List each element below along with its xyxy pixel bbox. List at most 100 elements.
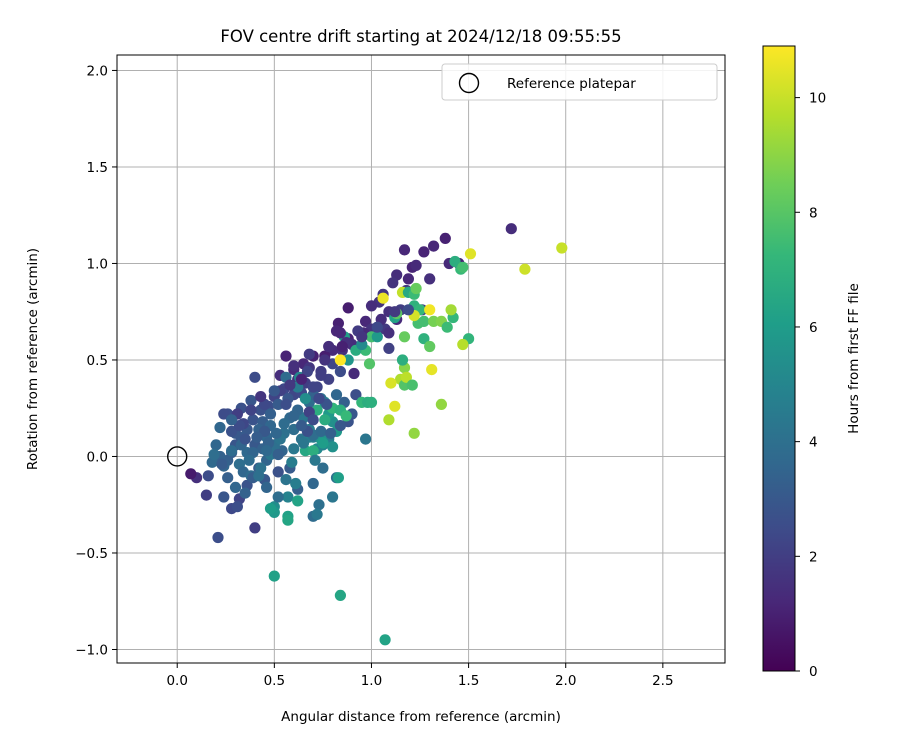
- data-point: [307, 445, 319, 457]
- data-point: [251, 431, 263, 443]
- data-point: [210, 439, 222, 451]
- y-tick-label: 2.0: [87, 63, 108, 79]
- colorbar-label: Hours from first FF file: [846, 283, 862, 434]
- data-point: [319, 414, 331, 426]
- data-point: [383, 342, 395, 354]
- colorbar-tick-label: 4: [809, 435, 818, 451]
- data-point: [278, 418, 290, 430]
- data-point: [290, 477, 302, 490]
- data-point: [398, 244, 411, 256]
- data-point: [268, 570, 280, 582]
- data-point: [356, 338, 368, 351]
- data-point: [185, 468, 197, 480]
- data-point: [280, 474, 292, 486]
- data-point: [400, 371, 412, 383]
- x-tick-label: 0.5: [264, 673, 285, 689]
- data-point: [365, 300, 378, 312]
- legend: Reference platepar: [441, 63, 718, 101]
- colorbar-tick-label: 0: [809, 664, 818, 680]
- data-point: [202, 470, 214, 482]
- data-point: [249, 371, 261, 383]
- data-point: [383, 414, 395, 426]
- data-point: [295, 373, 308, 385]
- data-point: [286, 456, 298, 468]
- data-point: [311, 508, 323, 520]
- colorbar-tick-label: 6: [809, 320, 818, 336]
- data-point: [348, 367, 360, 380]
- data-point: [288, 443, 300, 455]
- plot-area: [116, 54, 726, 664]
- data-point: [239, 487, 251, 499]
- data-point: [457, 261, 469, 273]
- data-point: [317, 462, 329, 474]
- data-point: [332, 472, 344, 484]
- data-point: [284, 379, 296, 391]
- data-point: [360, 315, 372, 327]
- data-point: [218, 408, 230, 420]
- data-point: [457, 338, 469, 351]
- data-point: [428, 240, 440, 252]
- x-axis-ticks: 0.0 0.5 1.0 1.5 2.0 2.5: [166, 663, 674, 689]
- data-point: [315, 369, 327, 381]
- colorbar-tick-label: 8: [809, 205, 818, 221]
- data-point: [243, 454, 255, 466]
- y-axis-label: Rotation from reference (arcmin): [25, 248, 41, 470]
- colorbar-frame: [762, 45, 796, 672]
- data-point: [336, 340, 348, 353]
- data-point: [315, 425, 327, 437]
- data-point: [342, 354, 354, 366]
- data-point: [307, 477, 319, 490]
- data-point: [261, 481, 273, 493]
- data-point: [200, 489, 212, 501]
- data-point: [268, 385, 280, 397]
- data-point: [418, 333, 430, 345]
- data-point: [216, 458, 228, 470]
- data-point: [288, 410, 300, 422]
- data-point: [424, 340, 436, 353]
- data-point: [439, 232, 451, 244]
- data-point: [226, 445, 238, 457]
- legend-entry-reference-platepar: Reference platepar: [507, 76, 636, 92]
- data-point: [307, 414, 319, 426]
- data-point: [231, 501, 243, 513]
- data-point: [261, 445, 273, 457]
- data-point: [247, 414, 259, 426]
- data-point: [505, 223, 517, 235]
- data-point: [229, 481, 242, 493]
- y-tick-label: 1.5: [87, 160, 108, 176]
- data-point: [253, 470, 265, 482]
- data-point: [402, 273, 414, 285]
- data-point: [222, 472, 234, 484]
- data-point: [325, 427, 337, 439]
- data-point: [218, 491, 230, 503]
- data-point: [334, 354, 346, 366]
- data-point: [292, 495, 304, 507]
- data-point: [313, 499, 325, 511]
- colorbar: 0 2 4 6 8 10 Hours from first FF file: [762, 45, 862, 680]
- x-tick-label: 1.0: [361, 673, 382, 689]
- x-tick-label: 2.0: [555, 673, 576, 689]
- data-point: [398, 331, 411, 343]
- data-point: [435, 398, 447, 410]
- data-point: [208, 448, 220, 461]
- plot-background: [117, 55, 725, 663]
- data-point: [449, 255, 461, 268]
- data-point: [418, 246, 430, 258]
- data-point: [387, 277, 399, 289]
- legend-box: [441, 63, 718, 101]
- data-point: [396, 354, 409, 366]
- data-point: [377, 292, 389, 304]
- data-point: [402, 304, 414, 316]
- data-point: [406, 379, 418, 391]
- data-point: [424, 273, 436, 285]
- data-point: [342, 302, 354, 314]
- y-axis-ticks: −1.0 −0.5 0.0 0.5 1.0 1.5 2.0: [75, 63, 117, 658]
- x-tick-label: 2.5: [652, 673, 673, 689]
- x-tick-label: 0.0: [166, 673, 187, 689]
- data-point: [255, 391, 267, 403]
- data-point: [371, 321, 383, 333]
- data-point: [321, 398, 333, 410]
- data-point: [389, 306, 401, 318]
- y-tick-label: 0.0: [87, 449, 108, 465]
